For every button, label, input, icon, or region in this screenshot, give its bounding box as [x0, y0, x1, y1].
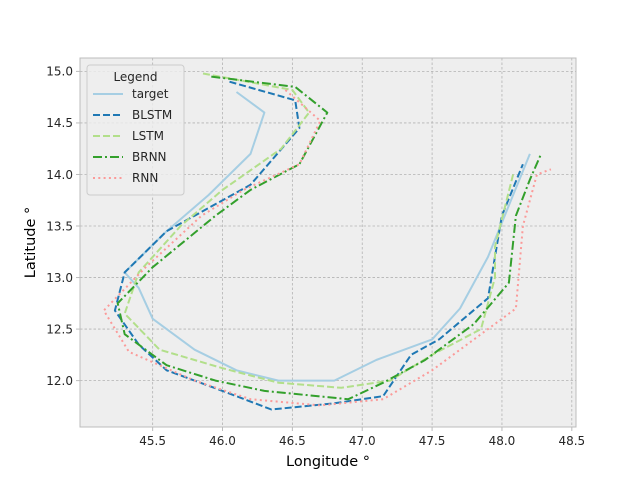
x-tick-label: 47.0: [349, 434, 376, 448]
legend-title: Legend: [113, 70, 157, 84]
series-line-brnn: [116, 75, 543, 401]
legend-entries: target BLSTM LSTM BRNN RNN: [93, 87, 172, 185]
y-tick-label: 13.5: [46, 219, 73, 233]
x-tick-label: 48.0: [489, 434, 516, 448]
y-tick-label: 12.0: [46, 374, 73, 388]
legend-label-brnn: BRNN: [132, 150, 167, 164]
legend-label-target: target: [132, 87, 169, 101]
y-tick-label: 12.5: [46, 322, 73, 336]
x-tick-label: 47.5: [419, 434, 446, 448]
ticks: 45.5 46.0 46.5 47.0 47.5 48.0 48.5 12.0 12.5 13.0…: [46, 65, 585, 448]
y-tick-label: 14.0: [46, 168, 73, 182]
legend-label-lstm: LSTM: [132, 129, 164, 143]
y-tick-label: 14.5: [46, 116, 73, 130]
legend-box: [86, 64, 185, 196]
legend-label-blstm: BLSTM: [132, 108, 172, 122]
plot-frame: [79, 57, 577, 428]
x-axis-label: Longitude °: [286, 454, 370, 470]
x-tick-label: 48.5: [558, 434, 585, 448]
x-tick-label: 46.0: [209, 434, 236, 448]
x-tick-label: 46.5: [279, 434, 306, 448]
y-tick-label: 15.0: [46, 65, 73, 79]
series-line-target: [123, 91, 531, 382]
legend-label-rnn: RNN: [132, 171, 158, 185]
y-axis-label: Latitude °: [23, 207, 39, 279]
y-tick-label: 13.0: [46, 271, 73, 285]
series-line-blstm: [113, 80, 524, 411]
legend: Legend target BLSTM LSTM BRNN RNN: [86, 64, 185, 196]
x-tick-label: 45.5: [139, 434, 166, 448]
series-line-lstm: [123, 72, 515, 389]
series-layer: [102, 72, 552, 411]
series-line-rnn: [102, 89, 552, 407]
